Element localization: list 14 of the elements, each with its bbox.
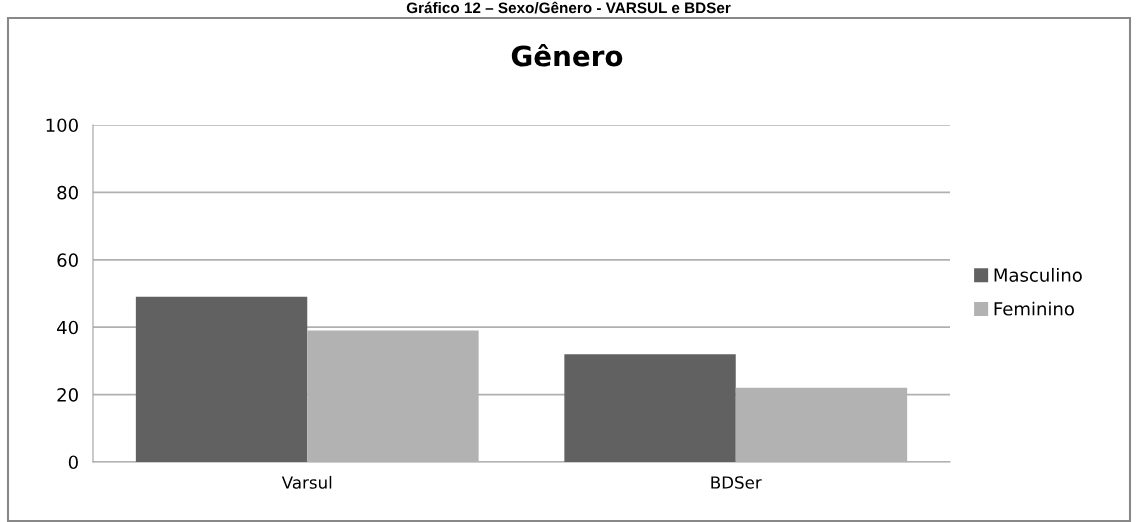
legend-label: Feminino [994,301,1074,316]
y-tick-label: 100 [46,118,78,133]
y-tick-label: 60 [57,253,78,267]
y-tick-label: 0 [68,455,78,470]
y-tick-label: 80 [57,185,78,200]
x-tick-label: BDSer [711,476,762,489]
text: Gráfico 12 – Sexo/Gênero - VARSUL e BDSer [406,1,731,14]
y-tick-label: 40 [57,320,78,335]
legend-label: Masculino [994,267,1082,282]
y-tick-label: 20 [57,388,78,402]
chart-title: Gênero [511,43,623,67]
x-tick-label: Varsul [281,475,332,489]
bar [135,296,308,462]
bar [564,354,736,462]
